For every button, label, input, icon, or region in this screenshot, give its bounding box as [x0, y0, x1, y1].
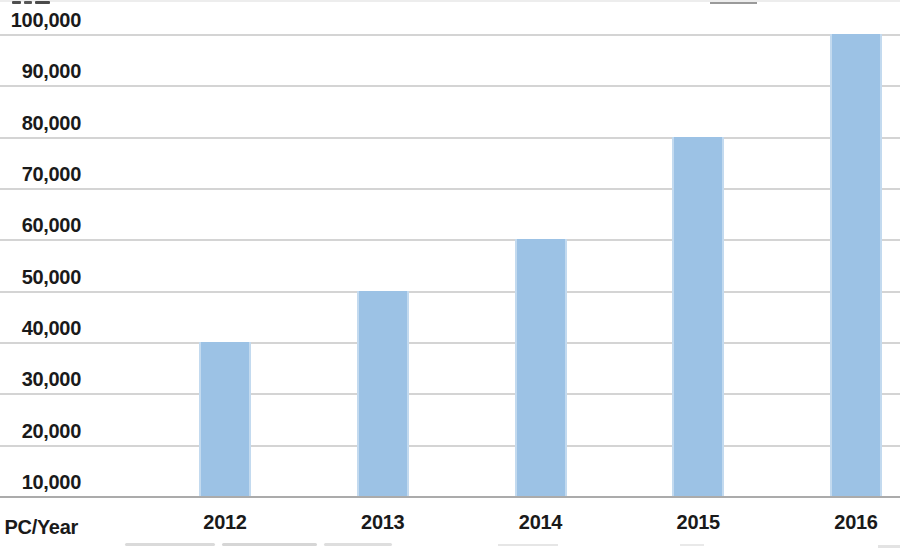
x-tick-label: 2013: [323, 511, 443, 533]
y-tick-label: 80,000: [0, 112, 81, 134]
y-tick-label: 60,000: [0, 214, 81, 236]
bottom-smudge-artifact: [324, 543, 392, 546]
y-tick-label: 90,000: [0, 60, 81, 82]
y-tick-label: 40,000: [0, 317, 81, 339]
bottom-smudge-artifact: [498, 544, 558, 546]
top-dash-artifact: [710, 2, 757, 4]
gridline: [0, 34, 900, 36]
bar-2012: [199, 342, 251, 497]
x-tick-label: 2012: [165, 511, 285, 533]
bar-2016: [830, 34, 882, 497]
gridline: [0, 393, 900, 395]
bar-2013: [357, 291, 409, 497]
y-tick-label: 20,000: [0, 420, 81, 442]
top-dash-artifact: [12, 1, 21, 4]
x-tick-label: 2014: [481, 511, 601, 533]
bar-chart: 10,000 20,000 30,000 40,000 50,000 60,000 70,0…: [0, 0, 900, 550]
y-tick-label: 30,000: [0, 368, 81, 390]
top-dash-artifact: [24, 1, 32, 4]
y-tick-label: 50,000: [0, 266, 81, 288]
x-tick-label: 2015: [638, 511, 758, 533]
gridline: [0, 239, 900, 241]
x-axis-line: [0, 496, 900, 498]
gridline: [0, 291, 900, 293]
gridline: [0, 445, 900, 447]
top-edge-artifact: [0, 0, 900, 2]
gridline: [0, 188, 900, 190]
bottom-smudge-artifact: [878, 545, 900, 548]
y-axis-unit-label: PC/Year: [0, 516, 78, 539]
gridline: [0, 342, 900, 344]
bottom-smudge-artifact: [680, 544, 704, 546]
bottom-smudge-artifact: [125, 543, 215, 546]
top-dash-artifact: [35, 1, 50, 4]
bar-2014: [515, 239, 567, 497]
y-tick-label: 10,000: [0, 471, 81, 493]
bar-2015: [672, 137, 724, 497]
y-tick-label: 70,000: [0, 163, 81, 185]
gridline: [0, 85, 900, 87]
y-tick-label: 100,000: [0, 9, 81, 31]
x-tick-label: 2016: [796, 511, 900, 533]
bottom-smudge-artifact: [222, 543, 317, 546]
gridline: [0, 137, 900, 139]
